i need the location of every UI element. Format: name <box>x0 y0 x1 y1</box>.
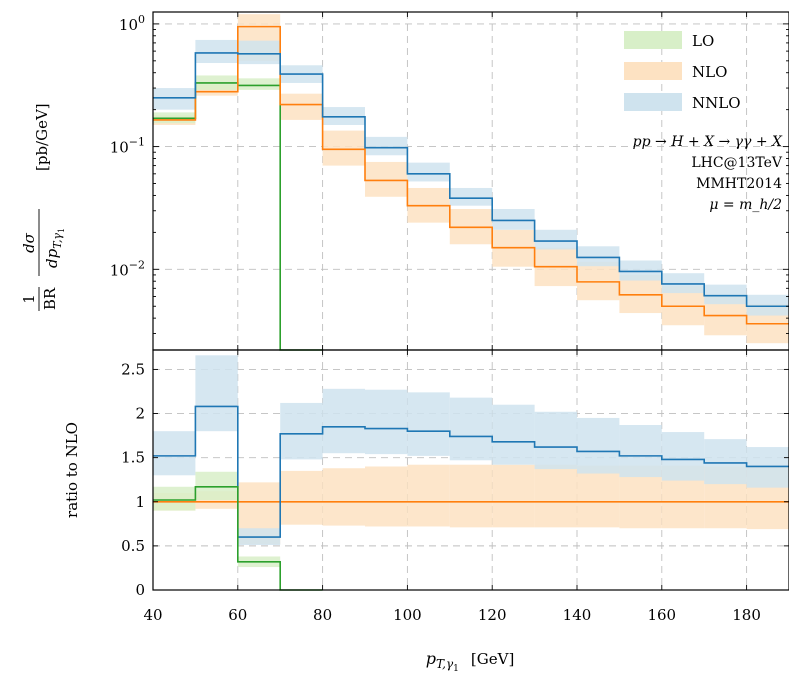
ratio-band-nlo <box>365 466 408 527</box>
top-band-nnlo <box>704 284 747 305</box>
top-band-nnlo <box>577 246 620 267</box>
ratio-line-nnlo <box>153 405 789 538</box>
ratio-line-lo <box>153 485 323 591</box>
ratio-band-nnlo <box>322 388 365 454</box>
ratio-y-tick-label: 1.5 <box>121 449 145 467</box>
ratio-band-nnlo <box>195 355 238 432</box>
top-band-nlo <box>577 261 620 301</box>
ratio-band-nnlo <box>449 397 493 461</box>
ratio-band-nnlo <box>492 404 535 465</box>
x-tick-label: 100 <box>393 606 422 624</box>
ratio-band-nnlo <box>704 439 747 485</box>
legend-label-nnlo: NNLO <box>692 94 741 112</box>
x-tick-label: 180 <box>732 606 761 624</box>
top-band-nnlo <box>407 162 450 182</box>
x-tick-label: 60 <box>228 606 247 624</box>
top-line-nnlo <box>153 52 789 308</box>
ratio-band-nlo <box>577 465 620 528</box>
y-frac2-den: dp <box>43 248 61 268</box>
annotation-pdf: MMHT2014 <box>696 176 782 192</box>
x-tick-label: 40 <box>143 606 162 624</box>
annotation-collider: LHC@13TeV <box>691 155 783 171</box>
top-band-nnlo <box>195 39 238 64</box>
top-band-nlo <box>280 93 323 120</box>
ratio-band-nnlo <box>407 392 450 456</box>
ratio-band-nlo <box>534 464 577 528</box>
x-tick-label: 140 <box>563 606 592 624</box>
y-frac2-num: dσ <box>20 232 38 253</box>
y-frac2-den-subsub: 1 <box>57 228 66 233</box>
annotation-process: pp → H + X → γγ + X <box>633 134 783 150</box>
cross-section-y-label: 1 BR dσ dpT,γ1 [pb/GeV] <box>20 103 66 311</box>
ratio-y-tick-label: 1 <box>135 493 145 511</box>
ratio-band-nlo <box>449 464 493 528</box>
ratio-y-tick-label: 2 <box>135 405 145 423</box>
top-band-nnlo <box>534 229 577 250</box>
top-band-lo <box>237 78 281 90</box>
top-band-nnlo <box>153 88 196 110</box>
ratio-band-nnlo <box>577 417 620 474</box>
top-band-nlo <box>195 84 238 96</box>
top-band-nnlo <box>365 136 408 156</box>
ratio-y-tick-label: 0 <box>135 581 145 599</box>
x-tick-label: 120 <box>478 606 507 624</box>
top-band-nnlo <box>237 40 281 65</box>
y-frac2-den-sub: T,γ <box>51 233 64 249</box>
ratio-frame <box>152 349 789 591</box>
svg-text:dpT,γ1: dpT,γ1 <box>43 228 66 268</box>
legend-swatch-lo <box>624 31 682 49</box>
ratio-band-nnlo <box>153 431 196 476</box>
legend-swatch-nnlo <box>624 93 682 111</box>
ratio-panel: 0 0.5 1 1.5 2 2.5 40 60 80 100 120 140 160 180 ratio… <box>63 349 789 674</box>
ratio-band-lo <box>153 486 196 511</box>
ratio-y-tick-label: 0.5 <box>121 537 145 555</box>
x-axis-label: pT,γ1[GeV] <box>426 649 515 674</box>
y-unit: [pb/GeV] <box>33 103 51 171</box>
top-band-nnlo <box>492 209 535 230</box>
top-y-tick-label: 100 <box>119 13 145 34</box>
ratio-band-nlo <box>407 464 450 527</box>
y-frac1-den: BR <box>41 287 59 310</box>
top-band-nnlo <box>449 187 493 206</box>
legend-label-nlo: NLO <box>692 63 727 81</box>
top-y-tick-label: 10−1 <box>110 136 145 157</box>
ratio-band-nnlo <box>661 432 705 481</box>
ratio-band-nnlo <box>619 425 662 478</box>
legend-label-lo: LO <box>692 32 714 50</box>
ratio-band-nnlo <box>746 447 789 488</box>
top-line-nlo <box>153 25 789 325</box>
annotation-scale: μ = m_h/2 <box>709 197 782 213</box>
ratio-band-nlo <box>280 470 323 525</box>
top-y-tick-label: 10−2 <box>110 258 145 279</box>
top-band-nlo <box>365 161 408 197</box>
ratio-band-nnlo <box>534 411 577 470</box>
ratio-y-label: ratio to NLO <box>63 422 81 518</box>
x-tick-label: 160 <box>647 606 676 624</box>
top-band-nlo <box>322 130 365 166</box>
ratio-band-nnlo <box>365 389 408 455</box>
ratio-band-nlo <box>322 468 365 526</box>
process-annotation: pp → H + X → γγ + X LHC@13TeV MMHT2014 μ… <box>633 134 783 213</box>
ratio-y-tick-label: 2.5 <box>121 360 145 378</box>
top-band-nnlo <box>619 260 662 281</box>
x-tick-label: 80 <box>313 606 332 624</box>
y-frac1-num: 1 <box>20 294 38 304</box>
ratio-band-nnlo <box>280 402 323 460</box>
legend: LO NLO NNLO <box>624 31 741 112</box>
legend-swatch-nlo <box>624 62 682 80</box>
top-band-nnlo <box>746 294 789 316</box>
ratio-band-nlo <box>492 464 535 528</box>
ratio-band-lo <box>195 471 238 500</box>
